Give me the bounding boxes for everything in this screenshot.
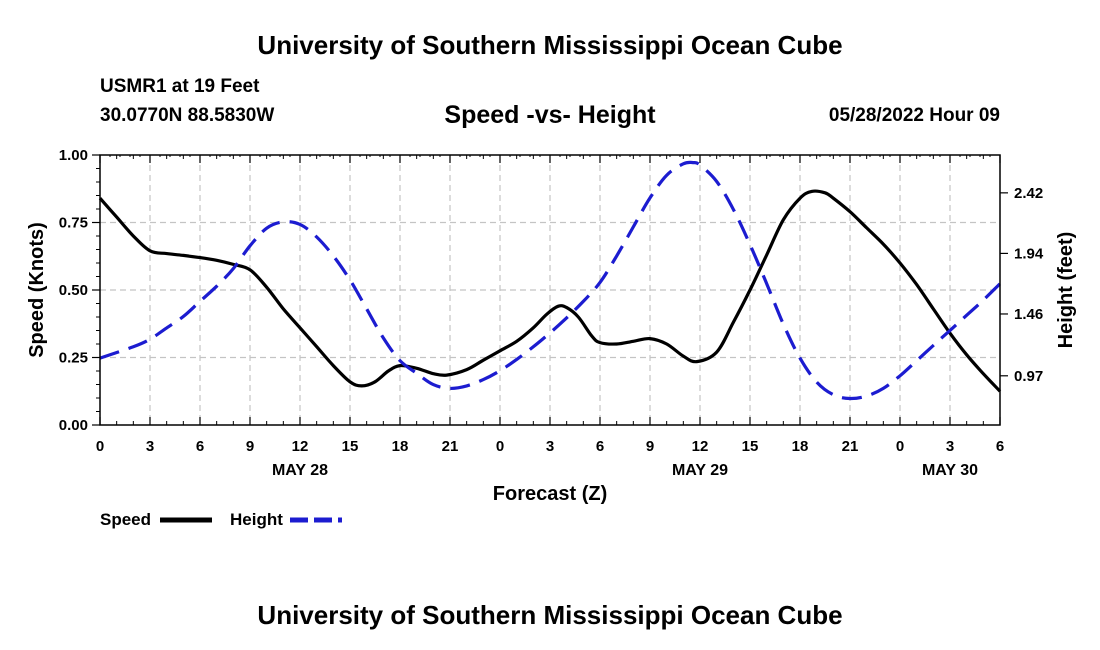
x-tick-label: 18 [392,438,409,455]
date-label: MAY 30 [922,462,978,479]
footer-title: University of Southern Mississippi Ocean… [257,600,843,630]
y2-tick-label: 2.42 [1014,185,1043,202]
legend: Speed Height [100,510,342,529]
date-label: MAY 28 [272,462,328,479]
y-tick-label: 0.50 [59,282,88,299]
y2-tick-label: 1.46 [1014,306,1043,323]
y-tick-label: 0.00 [59,417,88,434]
x-tick-label: 6 [996,438,1004,455]
x-tick-label: 0 [896,438,904,455]
y-tick-label: 1.00 [59,147,88,164]
y-axis-title: Speed (Knots) [26,222,48,358]
x-tick-label: 18 [792,438,809,455]
y2-axis-title: Height (feet) [1055,232,1077,349]
x-axis-title: Forecast (Z) [493,483,607,505]
coordinates-label: 30.0770N 88.5830W [100,105,275,126]
x-tick-label: 9 [246,438,254,455]
x-tick-label: 0 [496,438,504,455]
date-label: MAY 29 [672,462,728,479]
x-tick-label: 3 [946,438,954,455]
x-tick-label: 3 [146,438,154,455]
x-tick-label: 12 [292,438,309,455]
x-tick-label: 0 [96,438,104,455]
chart-subtitle: Speed -vs- Height [444,101,656,129]
x-tick-label: 9 [646,438,654,455]
station-label: USMR1 at 19 Feet [100,76,260,97]
x-tick-label: 12 [692,438,709,455]
forecast-datetime: 05/28/2022 Hour 09 [828,105,1000,126]
series-line-height [99,160,1002,401]
legend-label: Speed [100,510,151,529]
x-tick-label: 6 [196,438,204,455]
x-tick-label: 15 [342,438,359,455]
x-tick-label: 21 [842,438,859,455]
legend-label: Height [230,510,283,529]
y2-tick-label: 0.97 [1014,368,1043,385]
x-tick-label: 3 [546,438,554,455]
x-tick-label: 15 [742,438,759,455]
y2-tick-label: 1.94 [1014,245,1044,262]
x-tick-label: 21 [442,438,459,455]
y-tick-label: 0.25 [59,350,88,367]
chart-main-title: University of Southern Mississippi Ocean… [257,30,843,60]
y-tick-label: 0.75 [59,215,88,232]
series-line-speed [98,189,1002,393]
x-tick-label: 6 [596,438,604,455]
